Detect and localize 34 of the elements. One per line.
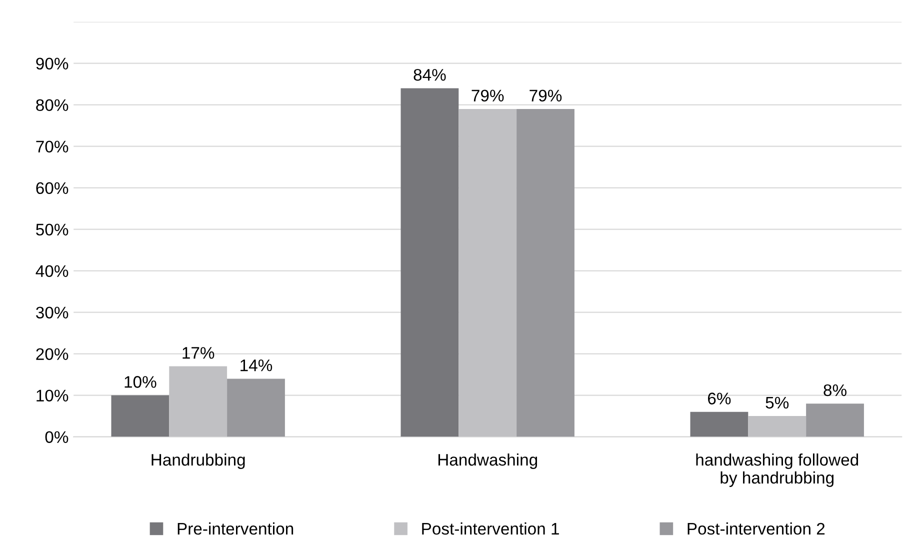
y-tick-label: 70% (36, 140, 68, 153)
data-label: 84% (414, 68, 446, 81)
x-tick-label: Handwashing (438, 453, 538, 470)
y-tick-label: 40% (36, 265, 68, 278)
bar (748, 416, 806, 437)
x-tick-label: handwashing followed by handrubbing (696, 453, 858, 487)
data-label: 10% (124, 376, 156, 388)
bar (458, 108, 517, 437)
legend-label: Post-intervention 1 (422, 522, 559, 535)
bar (169, 366, 228, 437)
data-label: 8% (824, 384, 846, 396)
data-label: 79% (472, 90, 504, 102)
y-tick-label: 50% (36, 224, 68, 236)
bar (111, 395, 170, 437)
bar (516, 108, 574, 437)
bar (806, 404, 864, 437)
y-tick-label: 80% (36, 99, 68, 112)
y-tick-label: 90% (36, 58, 68, 70)
data-label: 6% (708, 392, 731, 404)
x-tick-label: Handrubbing (152, 453, 245, 470)
bar (690, 412, 748, 437)
y-tick-label: 30% (36, 306, 68, 319)
bar (400, 88, 459, 437)
y-tick-label: 10% (36, 390, 68, 402)
y-tick-label: 60% (36, 182, 68, 194)
legend-label: Post-intervention 2 (688, 522, 825, 535)
data-label: 5% (766, 396, 789, 409)
y-tick-label: 0% (45, 431, 68, 444)
data-label: 17% (182, 347, 214, 359)
data-label: 14% (240, 360, 272, 372)
legend-label: Pre-intervention (178, 522, 294, 535)
data-label: 79% (530, 90, 562, 102)
y-tick-label: 20% (36, 348, 68, 360)
bar (227, 378, 285, 437)
